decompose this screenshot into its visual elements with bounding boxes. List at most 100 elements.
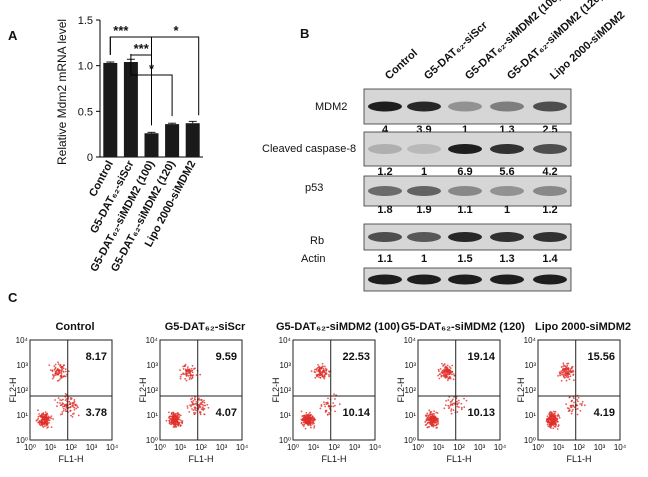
- event-dot: [447, 407, 450, 410]
- event-dot: [565, 403, 568, 406]
- x-tick-label: 10³: [86, 443, 98, 452]
- event-dot: [174, 423, 176, 426]
- event-dot: [562, 364, 565, 366]
- event-dot: [57, 361, 59, 364]
- quantification: 1: [421, 166, 427, 178]
- event-dot: [188, 378, 191, 381]
- event-dot: [326, 413, 329, 416]
- event-dot: [457, 402, 460, 404]
- quadrant-value: 8.17: [86, 351, 107, 363]
- blot-band: [368, 274, 402, 285]
- event-dot: [193, 406, 196, 409]
- event-dot: [178, 414, 181, 416]
- row-label: p53: [305, 182, 323, 194]
- blot-band: [368, 101, 402, 112]
- event-dot: [189, 371, 192, 373]
- event-dot: [315, 374, 318, 376]
- event-dot: [190, 377, 193, 380]
- event-dot: [553, 425, 556, 428]
- event-dot: [442, 374, 445, 377]
- x-tick-label: 10¹: [45, 443, 57, 452]
- event-dot: [69, 406, 72, 409]
- event-dot: [184, 363, 187, 366]
- event-dot: [59, 364, 61, 367]
- event-dot: [188, 370, 191, 372]
- event-dot: [573, 379, 575, 382]
- event-dot: [453, 396, 455, 398]
- plot-frame: [29, 339, 113, 441]
- event-dot: [562, 375, 565, 378]
- x-tick-label: 10⁴: [369, 443, 382, 452]
- event-dot: [182, 368, 185, 370]
- event-dot: [438, 370, 440, 373]
- event-dot: [311, 416, 314, 418]
- event-dot: [49, 369, 52, 372]
- event-dot: [51, 377, 54, 380]
- event-dot: [48, 364, 51, 367]
- event-dot: [37, 409, 39, 412]
- event-dot: [37, 421, 40, 424]
- y-tick-label: 10¹: [16, 411, 28, 420]
- event-dot: [425, 419, 428, 422]
- blot-band: [368, 186, 402, 196]
- y-tick-label: 10³: [524, 361, 536, 370]
- event-dot: [434, 416, 437, 419]
- event-dot: [71, 413, 74, 416]
- event-dot: [191, 374, 194, 377]
- y-axis-label: Relative Mdm2 mRNA level: [55, 19, 69, 165]
- event-dot: [191, 403, 194, 406]
- x-tick-label: 10¹: [308, 443, 320, 452]
- event-dot: [49, 416, 52, 419]
- y-tick-label: 10⁴: [146, 336, 159, 345]
- event-dot: [301, 423, 304, 426]
- blot-band: [448, 232, 482, 242]
- y-tick-label: 1.5: [78, 15, 93, 27]
- event-dot: [44, 413, 47, 416]
- event-dot: [572, 373, 575, 376]
- event-dot: [199, 373, 202, 376]
- event-dot: [554, 414, 557, 417]
- event-dot: [322, 365, 324, 368]
- event-dot: [43, 421, 45, 424]
- blot-band: [407, 144, 441, 154]
- event-dot: [59, 378, 62, 380]
- event-dot: [429, 412, 432, 414]
- event-dot: [450, 371, 453, 374]
- x-axis-label: FL1-H: [566, 454, 591, 464]
- event-dot: [546, 415, 549, 418]
- event-dot: [51, 369, 54, 372]
- event-dot: [550, 414, 553, 417]
- event-dot: [310, 370, 313, 372]
- y-tick-label: 10⁰: [16, 436, 28, 445]
- event-dot: [63, 404, 66, 406]
- event-dot: [579, 409, 582, 412]
- event-dot: [191, 364, 194, 367]
- x-tick-label: 10³: [594, 443, 606, 452]
- event-dot: [319, 367, 321, 370]
- event-dot: [203, 413, 206, 416]
- event-dot: [317, 376, 320, 378]
- x-tick-label: 10⁰: [287, 443, 299, 452]
- event-dot: [571, 410, 573, 413]
- event-dot: [64, 375, 67, 378]
- y-tick-label: 10²: [279, 386, 291, 395]
- event-dot: [446, 364, 449, 367]
- event-dot: [569, 375, 572, 378]
- event-dot: [185, 379, 188, 382]
- event-dot: [63, 405, 66, 408]
- plot-frame: [292, 339, 376, 441]
- event-dot: [557, 414, 559, 417]
- event-dot: [448, 373, 451, 376]
- event-dot: [201, 401, 204, 404]
- quantification: 1.4: [542, 253, 558, 265]
- event-dot: [322, 368, 325, 371]
- event-dot: [189, 404, 191, 407]
- event-dot: [450, 400, 452, 403]
- event-dot: [557, 374, 559, 377]
- event-dot: [452, 409, 455, 412]
- x-tick-label: 10⁴: [236, 443, 249, 452]
- x-tick-label: 10³: [349, 443, 361, 452]
- event-dot: [186, 407, 189, 409]
- event-dot: [553, 417, 555, 419]
